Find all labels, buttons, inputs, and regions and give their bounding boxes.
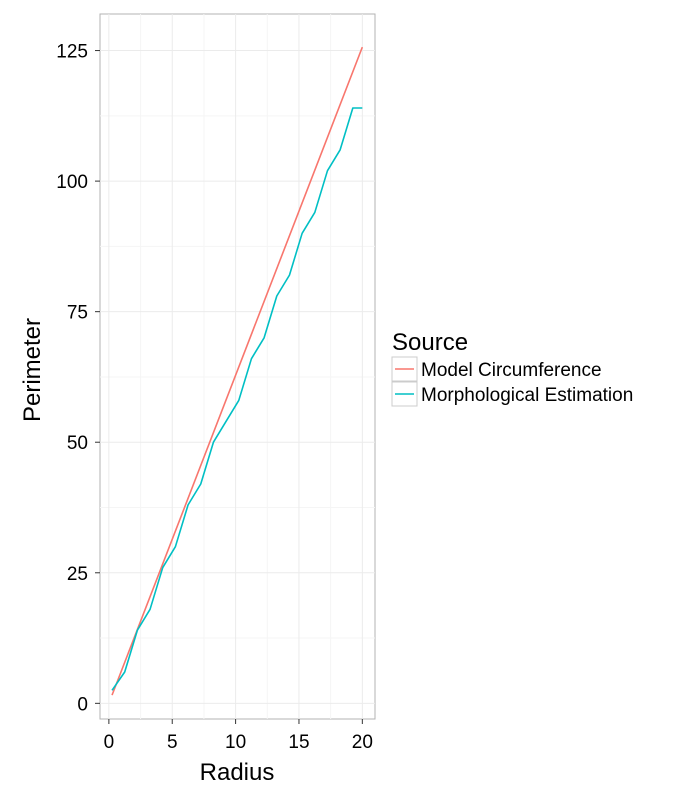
x-tick-label: 20 xyxy=(352,732,373,753)
legend-title: Source xyxy=(392,329,468,356)
minor-gridlines xyxy=(100,14,375,719)
x-tick-label: 15 xyxy=(288,732,309,753)
x-tick-label: 0 xyxy=(104,732,115,753)
series-line-1 xyxy=(111,46,364,696)
legend-items: Model Circumference Morphological Estimat… xyxy=(391,356,633,407)
series-lines xyxy=(111,46,364,696)
y-axis-ticks: 0 25 50 75 100 125 xyxy=(56,42,100,715)
x-axis-label: Radius xyxy=(200,759,275,786)
y-tick-label: 0 xyxy=(77,694,88,715)
y-tick-label: 100 xyxy=(56,172,88,193)
legend: Source Model Circumference Morphological … xyxy=(391,329,633,407)
y-tick-label: 25 xyxy=(67,564,88,585)
x-tick-label: 10 xyxy=(225,732,246,753)
legend-label: Model Circumference xyxy=(421,360,602,381)
major-gridlines xyxy=(100,14,375,719)
y-tick-label: 50 xyxy=(67,433,88,454)
y-tick-label: 75 xyxy=(67,303,88,324)
y-tick-label: 125 xyxy=(56,42,88,63)
x-tick-label: 5 xyxy=(167,732,178,753)
series-line-2 xyxy=(111,107,363,691)
x-axis-ticks: 0 5 10 15 20 xyxy=(104,719,373,753)
legend-label: Morphological Estimation xyxy=(421,385,633,406)
y-axis-label: Perimeter xyxy=(19,318,46,422)
